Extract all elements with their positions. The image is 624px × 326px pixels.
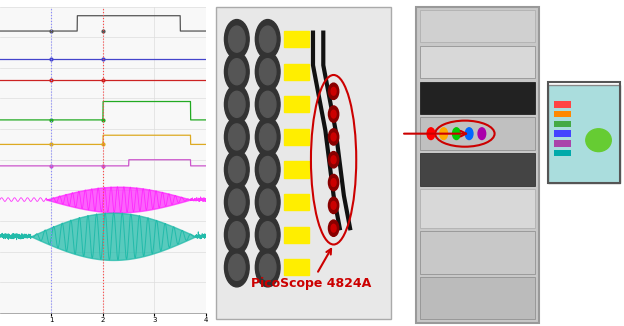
Bar	[421, 153, 535, 186]
Circle shape	[260, 26, 276, 52]
Circle shape	[228, 156, 245, 183]
Bar	[554, 150, 571, 156]
Circle shape	[260, 91, 276, 117]
Circle shape	[331, 179, 336, 186]
Circle shape	[260, 222, 276, 248]
Circle shape	[228, 91, 245, 117]
Circle shape	[452, 128, 461, 140]
Circle shape	[328, 106, 339, 122]
Circle shape	[225, 117, 249, 156]
Bar	[554, 130, 571, 137]
Circle shape	[260, 59, 276, 85]
Circle shape	[328, 197, 339, 214]
Circle shape	[260, 254, 276, 280]
Ellipse shape	[586, 129, 612, 152]
Bar	[554, 140, 571, 147]
Bar	[284, 96, 309, 112]
Bar	[284, 129, 309, 145]
Bar	[284, 64, 309, 80]
FancyBboxPatch shape	[216, 7, 391, 319]
Bar	[554, 101, 571, 108]
Circle shape	[466, 128, 473, 140]
Bar	[284, 227, 309, 243]
Circle shape	[440, 128, 447, 140]
Bar	[421, 189, 535, 228]
Circle shape	[260, 189, 276, 215]
Circle shape	[225, 248, 249, 287]
Circle shape	[331, 224, 336, 232]
Circle shape	[255, 52, 280, 91]
FancyBboxPatch shape	[416, 7, 539, 323]
Circle shape	[331, 156, 336, 164]
Circle shape	[225, 85, 249, 124]
Bar	[421, 82, 535, 114]
Circle shape	[225, 20, 249, 59]
Circle shape	[427, 128, 435, 140]
Bar	[284, 259, 309, 275]
Circle shape	[331, 133, 336, 141]
Bar	[421, 46, 535, 78]
Circle shape	[331, 87, 336, 95]
Bar	[554, 111, 571, 117]
Circle shape	[260, 156, 276, 183]
Bar	[421, 231, 535, 274]
Bar	[421, 117, 535, 150]
Bar	[421, 10, 535, 42]
Circle shape	[255, 183, 280, 222]
Circle shape	[228, 189, 245, 215]
Circle shape	[225, 52, 249, 91]
Circle shape	[225, 215, 249, 254]
Circle shape	[255, 117, 280, 156]
Bar	[554, 121, 571, 127]
Circle shape	[255, 215, 280, 254]
Bar	[284, 161, 309, 178]
Circle shape	[328, 220, 339, 236]
Circle shape	[331, 201, 336, 209]
Text: PicoScope 4824A: PicoScope 4824A	[251, 249, 371, 290]
Circle shape	[225, 183, 249, 222]
Bar	[284, 194, 309, 210]
Circle shape	[328, 83, 339, 99]
Circle shape	[228, 222, 245, 248]
Bar	[421, 277, 535, 319]
Circle shape	[328, 174, 339, 191]
Circle shape	[260, 124, 276, 150]
Circle shape	[225, 150, 249, 189]
Circle shape	[328, 152, 339, 168]
Circle shape	[331, 110, 336, 118]
Circle shape	[255, 85, 280, 124]
Circle shape	[228, 254, 245, 280]
Circle shape	[228, 59, 245, 85]
Bar	[284, 31, 309, 47]
Circle shape	[228, 124, 245, 150]
Circle shape	[478, 128, 485, 140]
Circle shape	[255, 248, 280, 287]
Circle shape	[328, 129, 339, 145]
Circle shape	[255, 20, 280, 59]
Circle shape	[228, 26, 245, 52]
Circle shape	[255, 150, 280, 189]
FancyBboxPatch shape	[548, 85, 620, 183]
